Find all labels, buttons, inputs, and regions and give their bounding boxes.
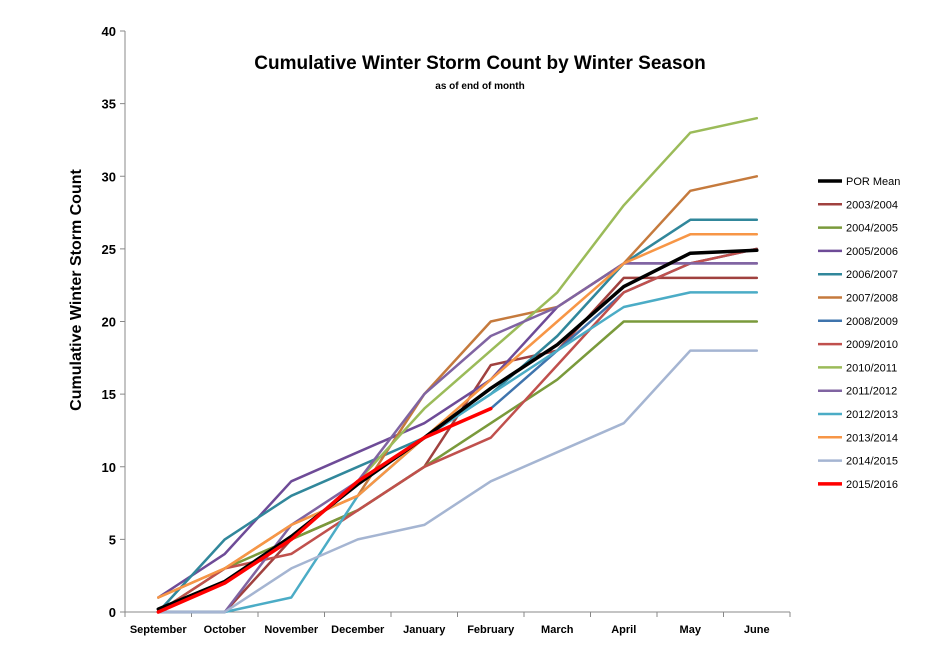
series-line-2011-2012 (157, 262, 759, 614)
y-tick-label: 0 (109, 605, 116, 620)
x-tick-label: November (264, 624, 319, 636)
series-line-2005-2006 (157, 262, 759, 599)
y-tick-label: 30 (102, 169, 116, 184)
x-tick-label: May (680, 624, 702, 636)
x-tick-label: March (541, 624, 574, 636)
legend-label: 2010/2011 (846, 362, 897, 374)
legend: POR Mean 2003/2004 2004/2005 2005/2006 2006/… (818, 176, 900, 491)
series-line-2013-2014 (157, 233, 759, 599)
y-tick-label: 40 (102, 24, 116, 39)
series-line-2007-2008 (157, 175, 759, 599)
chart-subtitle: as of end of month (435, 81, 524, 92)
legend-label: 2014/2015 (846, 456, 898, 468)
y-ticks: 0 5 10 15 20 25 30 35 40 (102, 24, 125, 620)
legend-label: 2003/2004 (846, 199, 898, 211)
legend-label: 2012/2013 (846, 409, 898, 421)
legend-label: 2015/2016 (846, 479, 898, 491)
y-tick-label: 20 (102, 315, 116, 330)
series-line-2012-2013 (157, 291, 759, 614)
legend-label: 2011/2012 (846, 386, 897, 398)
x-ticks: September October November December January F… (124, 612, 791, 636)
legend-label: 2008/2009 (846, 316, 898, 328)
series-lines (156, 116, 759, 614)
series-line-2004-2005 (157, 320, 759, 614)
y-tick-label: 15 (102, 387, 116, 402)
y-tick-label: 25 (102, 242, 116, 257)
series-line-por-mean (156, 248, 759, 611)
legend-label: 2005/2006 (846, 246, 898, 258)
series-line-2014-2015 (157, 349, 759, 614)
legend-label: 2006/2007 (846, 269, 898, 281)
y-axis-label: Cumulative Winter Storm Count (68, 169, 85, 411)
x-tick-label: April (611, 624, 636, 636)
series-line-2015-2016 (156, 406, 493, 614)
x-tick-label: December (331, 624, 385, 636)
x-tick-label: September (130, 624, 188, 636)
x-tick-label: January (403, 624, 446, 636)
y-tick-label: 35 (102, 97, 116, 112)
legend-label: 2004/2005 (846, 223, 898, 235)
y-tick-label: 10 (102, 460, 116, 475)
legend-label: POR Mean (846, 176, 900, 188)
legend-label: 2009/2010 (846, 339, 898, 351)
x-tick-label: October (204, 624, 247, 636)
y-tick-label: 5 (109, 532, 116, 547)
x-tick-label: June (744, 624, 770, 636)
chart-title: Cumulative Winter Storm Count by Winter … (254, 53, 705, 74)
x-tick-label: February (467, 624, 515, 636)
legend-label: 2013/2014 (846, 432, 898, 444)
legend-label: 2007/2008 (846, 293, 898, 305)
